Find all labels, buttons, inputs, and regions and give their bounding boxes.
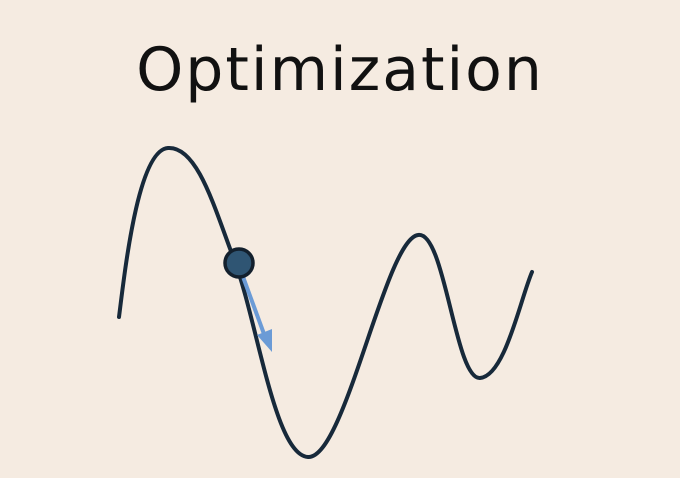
optimizer-ball (223, 247, 255, 279)
loss-landscape-curve (117, 145, 534, 460)
gradient-descent-arrow (240, 272, 272, 352)
page-title: Optimization (136, 35, 544, 105)
